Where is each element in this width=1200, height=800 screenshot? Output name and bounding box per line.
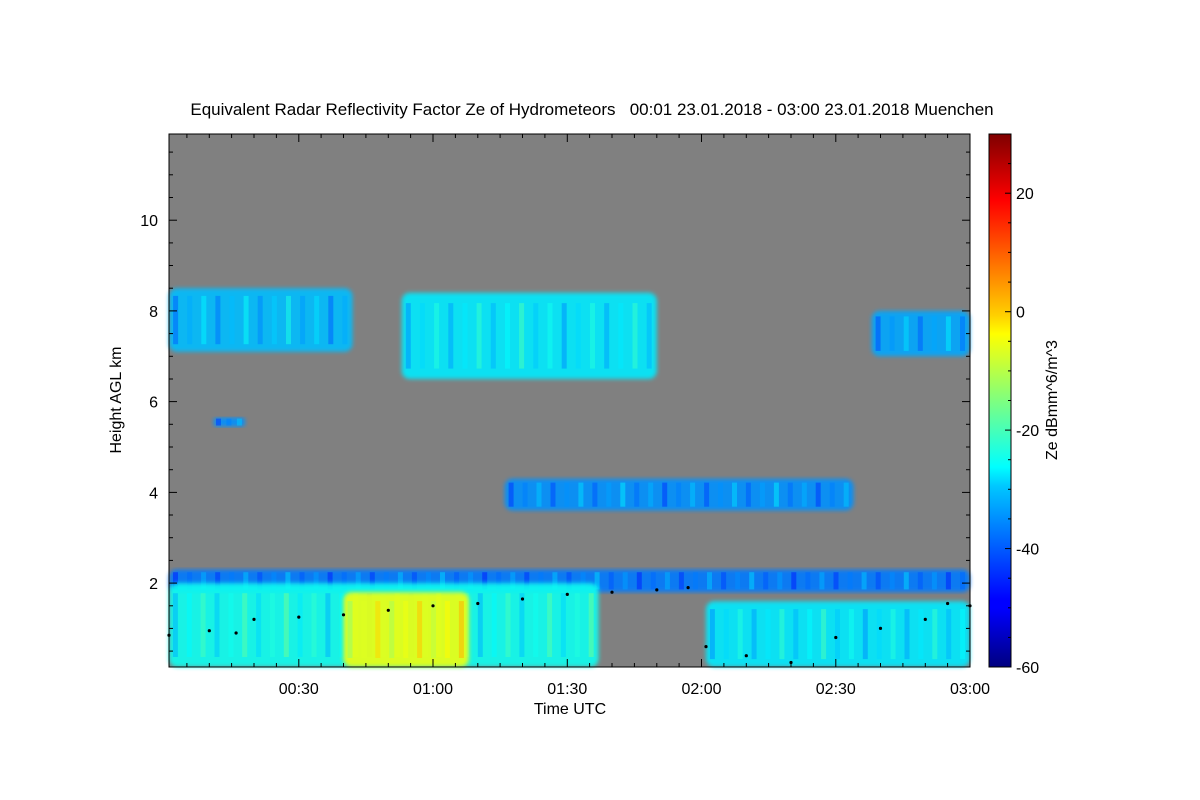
colorbar-tick-label: -40 (1016, 542, 1039, 559)
echo-precip-core (343, 592, 469, 667)
echo-low-cloud-east (706, 601, 970, 667)
colorbar-ticks: 20 0 -20 -40 -60 (1005, 133, 1039, 677)
y-tick-label: 6 (149, 395, 158, 412)
colorbar (988, 133, 1012, 668)
cloud-base-layer (167, 586, 972, 665)
cloud-base-point (431, 604, 435, 608)
colorbar-tick-label: -20 (1016, 423, 1039, 440)
echo-cirrus-3 (871, 310, 970, 357)
cloud-base-point (610, 590, 614, 594)
plot-frame (168, 133, 971, 668)
cloud-base-point (252, 617, 256, 622)
x-tick-label: 03:00 (950, 681, 990, 698)
y-tick-label: 8 (149, 304, 158, 321)
cloud-base-point (878, 626, 883, 631)
cloud-base-point (655, 588, 659, 592)
cloud-base-point (946, 601, 950, 606)
cloud-base-point (341, 613, 346, 617)
cloud-base-point (789, 660, 793, 665)
x-tick-label: 00:30 (279, 681, 319, 698)
x-axis: 00:30 01:00 01:30 02:00 02:30 03:00 (186, 134, 990, 698)
colorbar-tick-label: 20 (1016, 186, 1034, 203)
cloud-base-point (704, 645, 708, 649)
cloud-base-point (565, 592, 569, 597)
cloud-base-point (234, 631, 238, 635)
colorbar-tick-label: 0 (1016, 305, 1025, 322)
cloud-base-point (834, 635, 838, 640)
chart-title: Equivalent Radar Reflectivity Factor Ze … (190, 100, 993, 119)
y-axis-label: Height AGL km (108, 346, 125, 453)
y-tick-label: 2 (149, 576, 158, 593)
cloud-base-point (207, 629, 211, 633)
y-axis: 2 4 6 8 10 (140, 151, 970, 652)
echo-mid-layer (504, 478, 854, 511)
cloud-base-point (520, 597, 525, 601)
echo-layer (169, 288, 970, 667)
colorbar-label: Ze dBmm^6/m^3 (1044, 340, 1061, 460)
echo-cirrus-1 (169, 288, 353, 352)
colorbar-tick-label: -60 (1016, 660, 1039, 677)
cloud-base-point (476, 601, 480, 606)
cloud-base-point (297, 615, 301, 619)
cloud-base-point (386, 608, 390, 612)
echo-small-echo (213, 417, 245, 427)
x-tick-label: 01:00 (413, 681, 453, 698)
cloud-base-point (744, 654, 748, 658)
x-axis-label: Time UTC (534, 701, 606, 718)
y-tick-label: 4 (149, 485, 158, 502)
x-tick-label: 02:30 (816, 681, 856, 698)
x-tick-label: 01:30 (547, 681, 587, 698)
cloud-base-point (686, 586, 690, 590)
cloud-base-point (923, 617, 927, 622)
echo-cirrus-2 (401, 292, 657, 379)
y-tick-label: 10 (140, 213, 158, 230)
x-tick-label: 02:00 (681, 681, 721, 698)
